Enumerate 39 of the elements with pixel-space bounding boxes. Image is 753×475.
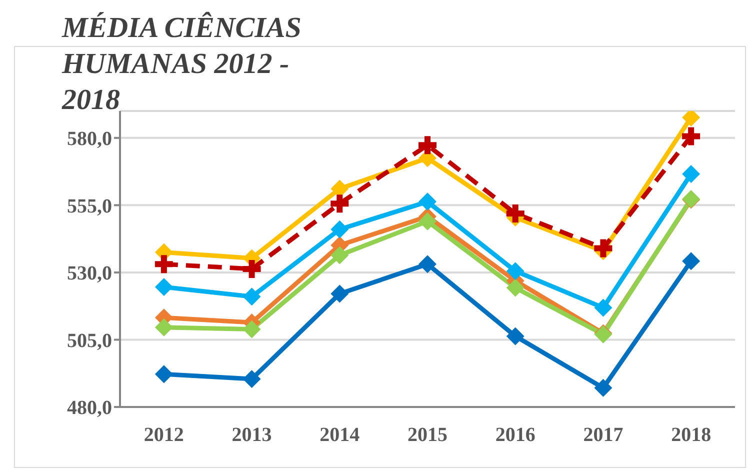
x-tick-label: 2016	[495, 424, 536, 446]
y-tick-label: 480,0	[67, 397, 112, 420]
point	[154, 365, 173, 384]
x-tick-label: 2013	[232, 424, 272, 446]
y-tick-label: 555,0	[67, 195, 112, 218]
point	[594, 298, 612, 317]
y-tick-label: 505,0	[67, 330, 112, 352]
point	[154, 318, 173, 336]
y-tick-label: 530,0	[67, 262, 112, 285]
point	[330, 246, 349, 264]
chart-title: MÉDIA CIÊNCIAS HUMANAS 2012 - 2018	[62, 10, 302, 118]
point	[154, 255, 173, 274]
x-tick-label: 2015	[408, 424, 448, 446]
point	[506, 204, 524, 223]
point	[330, 220, 349, 238]
point	[418, 192, 436, 211]
point	[418, 255, 436, 274]
point	[506, 327, 524, 346]
point	[682, 252, 700, 270]
point	[330, 284, 349, 303]
point	[242, 370, 261, 388]
x-tick-label: 2018	[671, 424, 712, 446]
point	[682, 127, 700, 146]
point	[418, 212, 436, 230]
x-tick-label: 2017	[583, 424, 624, 446]
point	[418, 136, 436, 154]
point	[242, 260, 261, 278]
point	[594, 239, 612, 258]
point	[330, 194, 349, 213]
point	[506, 262, 524, 280]
point	[154, 278, 173, 296]
point	[242, 288, 261, 306]
point	[594, 378, 612, 397]
x-tick-label: 2014	[320, 424, 360, 446]
point	[506, 278, 524, 297]
point	[242, 320, 261, 338]
point	[682, 164, 700, 183]
x-tick-label: 2012	[144, 424, 184, 446]
y-tick-label: 580,0	[67, 128, 112, 150]
